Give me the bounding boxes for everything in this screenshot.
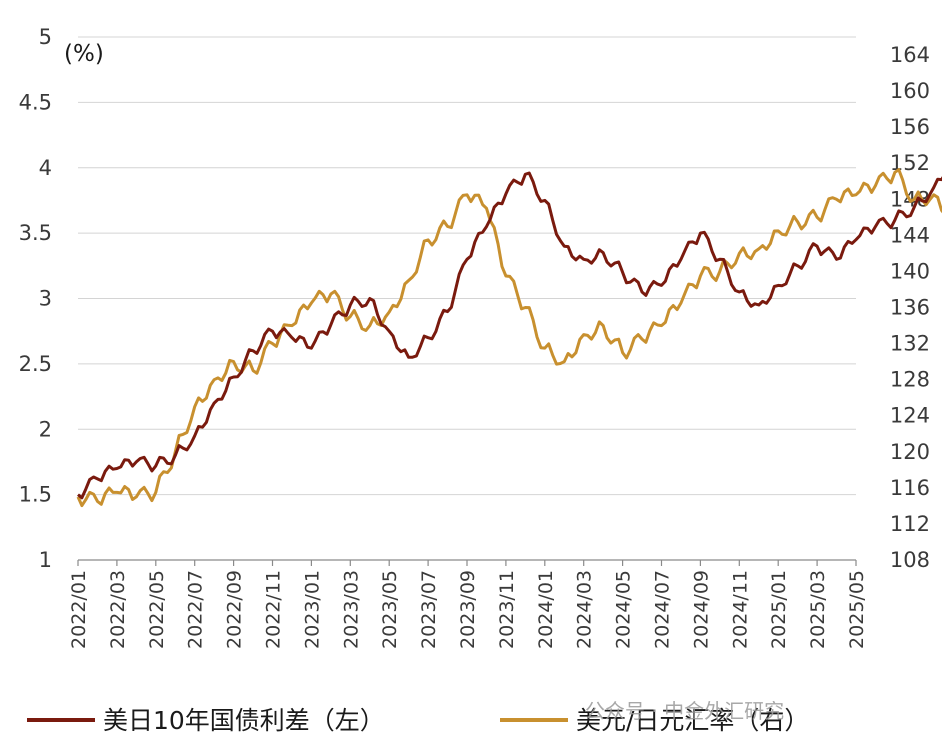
x-tick-label: 2022/01 [68,570,90,649]
x-tick-label: 2024/01 [535,570,557,649]
watermark-text: 公众号 · 中金外汇研究 [585,699,784,723]
x-axis-ticks: 2022/01 2022/03 2022/05 2022/07 2022/09 2022/… [68,570,868,649]
left-axis-ticks: 1 1.5 2 2.5 3 3.5 4 4.5 5 [19,25,52,572]
right-tick-label: 140 [890,259,930,283]
series-lines [76,168,942,508]
x-tick-label: 2022/11 [263,570,285,649]
x-tick-label: 2022/05 [146,570,168,649]
x-tick-label: 2023/09 [457,570,479,649]
series-line-spread [77,171,942,500]
right-tick-label: 144 [890,223,930,247]
x-tick-label: 2023/07 [418,570,440,649]
x-tick-label: 2024/05 [613,570,635,649]
x-tick-label: 2023/03 [340,570,362,649]
left-tick-label: 3.5 [19,221,52,245]
right-tick-label: 164 [890,43,930,67]
left-tick-label: 1 [39,548,52,572]
grid-lines [78,36,856,496]
right-tick-label: 120 [890,440,930,464]
left-tick-label: 4 [39,156,52,180]
left-tick-label: 2 [39,417,52,441]
x-tick-label: 2022/07 [185,570,207,649]
x-tick-label: 2022/09 [224,570,246,649]
right-tick-label: 128 [890,368,930,392]
x-tick-label: 2023/11 [496,570,518,649]
left-tick-label: 4.5 [19,90,52,114]
left-tick-label: 5 [39,25,52,49]
right-tick-label: 108 [890,548,930,572]
x-tick-label: 2024/09 [690,570,712,649]
legend: 美日10年国债利差（左） 美元/日元汇率（右） [27,706,809,735]
left-tick-label: 1.5 [19,483,52,507]
x-tick-label: 2024/11 [729,570,751,649]
x-tick-label: 2025/05 [846,570,868,649]
right-tick-label: 112 [890,512,930,536]
left-tick-label: 2.5 [19,352,52,376]
x-tick-label: 2022/03 [107,570,129,649]
x-tick-label: 2023/05 [379,570,401,649]
right-tick-label: 116 [890,476,930,500]
right-axis-ticks: 1081121161201241281321361401441481521561… [890,43,930,572]
x-tick-label: 2023/01 [301,570,323,649]
right-tick-label: 136 [890,296,930,320]
right-tick-label: 132 [890,332,930,356]
x-axis [77,559,857,566]
x-tick-label: 2024/03 [574,570,596,649]
right-tick-label: 124 [890,404,930,428]
x-tick-label: 2025/01 [768,570,790,649]
x-tick-label: 2024/07 [652,570,674,649]
right-tick-label: 156 [890,115,930,139]
series-line-usdjpy [76,168,942,508]
x-tick-label: 2025/03 [807,570,829,649]
legend-label-spread: 美日10年国债利差（左） [103,706,385,735]
right-tick-label: 160 [890,79,930,103]
legend-label-usdjpy: 美元/日元汇率（右） [576,706,809,735]
left-tick-label: 3 [39,287,52,311]
left-axis-unit: (%) [64,41,104,67]
